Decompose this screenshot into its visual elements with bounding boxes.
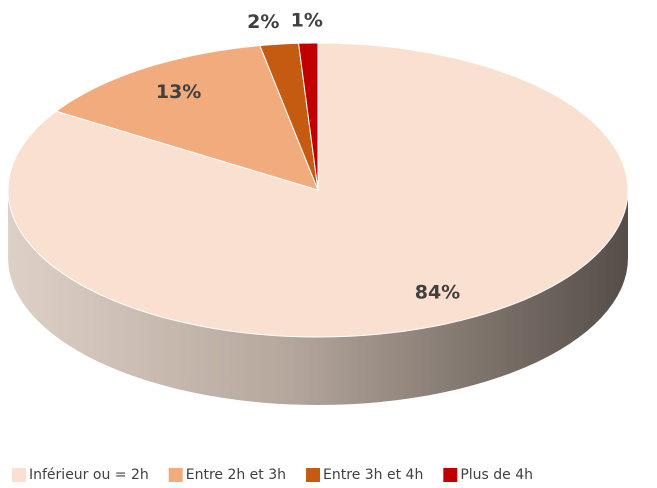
data-label: 2% — [247, 11, 279, 33]
slice — [297, 42, 319, 191]
legend-label: Inférieur ou = 2h — [29, 467, 149, 483]
legend-swatch — [306, 468, 321, 482]
data-label: 1% — [291, 10, 323, 32]
legend-label: Entre 2h et 3h — [186, 467, 286, 483]
slice — [259, 42, 319, 191]
legend-swatch — [168, 468, 183, 482]
legend-swatch — [443, 468, 458, 482]
slice — [55, 45, 319, 191]
legend-label: Entre 3h et 4h — [323, 467, 423, 483]
data-label: 13% — [156, 81, 201, 103]
slice-side — [8, 190, 628, 405]
legend-swatch — [12, 468, 26, 482]
legend-label: Plus de 4h — [460, 467, 533, 483]
data-label: 84% — [415, 282, 460, 304]
